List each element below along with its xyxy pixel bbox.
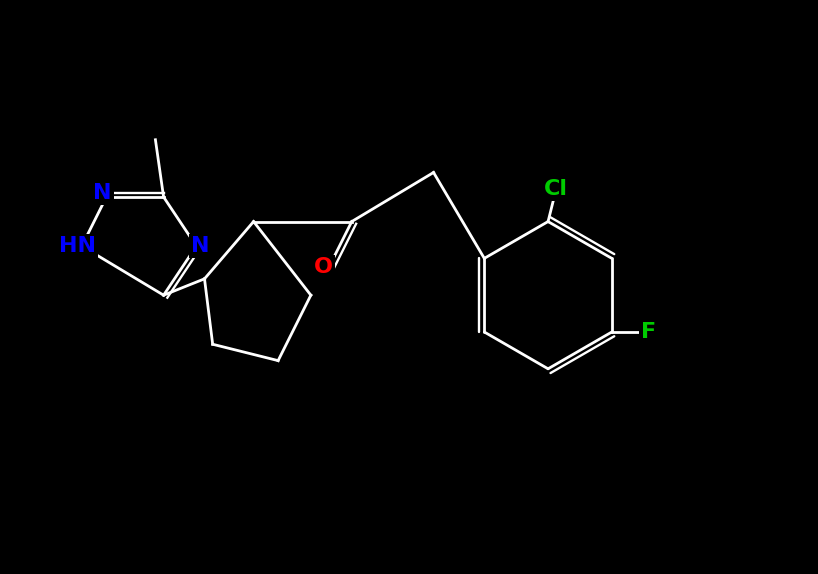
Text: HN: HN: [59, 236, 97, 256]
Text: F: F: [641, 322, 656, 342]
Text: N: N: [93, 183, 111, 203]
Text: Cl: Cl: [544, 179, 569, 199]
Text: N: N: [191, 236, 209, 256]
Text: O: O: [313, 257, 333, 277]
